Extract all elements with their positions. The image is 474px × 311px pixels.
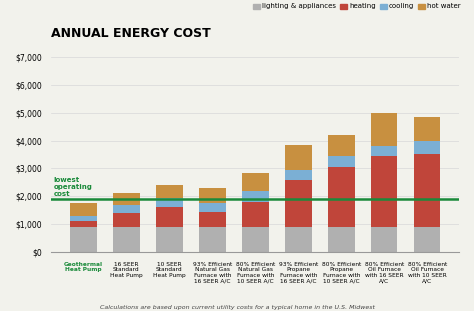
Bar bbox=[242, 202, 269, 227]
Bar bbox=[113, 213, 140, 227]
Bar bbox=[199, 188, 226, 203]
Bar bbox=[285, 179, 311, 227]
Bar bbox=[242, 191, 269, 202]
Bar bbox=[371, 156, 398, 227]
Bar bbox=[113, 205, 140, 213]
Bar bbox=[328, 227, 355, 252]
Bar bbox=[414, 117, 440, 141]
Bar bbox=[242, 173, 269, 191]
Bar bbox=[328, 156, 355, 167]
Bar bbox=[156, 207, 182, 227]
Bar bbox=[70, 216, 97, 221]
Bar bbox=[199, 203, 226, 211]
Bar bbox=[70, 221, 97, 227]
Text: Calculations are based upon current utility costs for a typical home in the U.S.: Calculations are based upon current util… bbox=[100, 305, 374, 310]
Bar bbox=[242, 227, 269, 252]
Bar bbox=[70, 227, 97, 252]
Bar bbox=[371, 113, 398, 146]
Bar bbox=[156, 185, 182, 198]
Bar bbox=[199, 211, 226, 227]
Bar bbox=[113, 227, 140, 252]
Bar bbox=[156, 227, 182, 252]
Text: ANNUAL ENERGY COST: ANNUAL ENERGY COST bbox=[52, 27, 211, 40]
Legend: lighting & appliances, heating, cooling, hot water: lighting & appliances, heating, cooling,… bbox=[253, 3, 461, 9]
Bar bbox=[328, 167, 355, 227]
Bar bbox=[113, 193, 140, 205]
Bar bbox=[199, 227, 226, 252]
Bar bbox=[328, 135, 355, 156]
Bar bbox=[414, 155, 440, 227]
Bar bbox=[285, 227, 311, 252]
Bar bbox=[285, 145, 311, 170]
Text: lowest
operating
cost: lowest operating cost bbox=[54, 177, 92, 197]
Bar bbox=[414, 141, 440, 155]
Bar bbox=[156, 198, 182, 207]
Bar bbox=[70, 203, 97, 216]
Bar bbox=[285, 170, 311, 179]
Bar bbox=[414, 227, 440, 252]
Bar bbox=[371, 227, 398, 252]
Bar bbox=[371, 146, 398, 156]
